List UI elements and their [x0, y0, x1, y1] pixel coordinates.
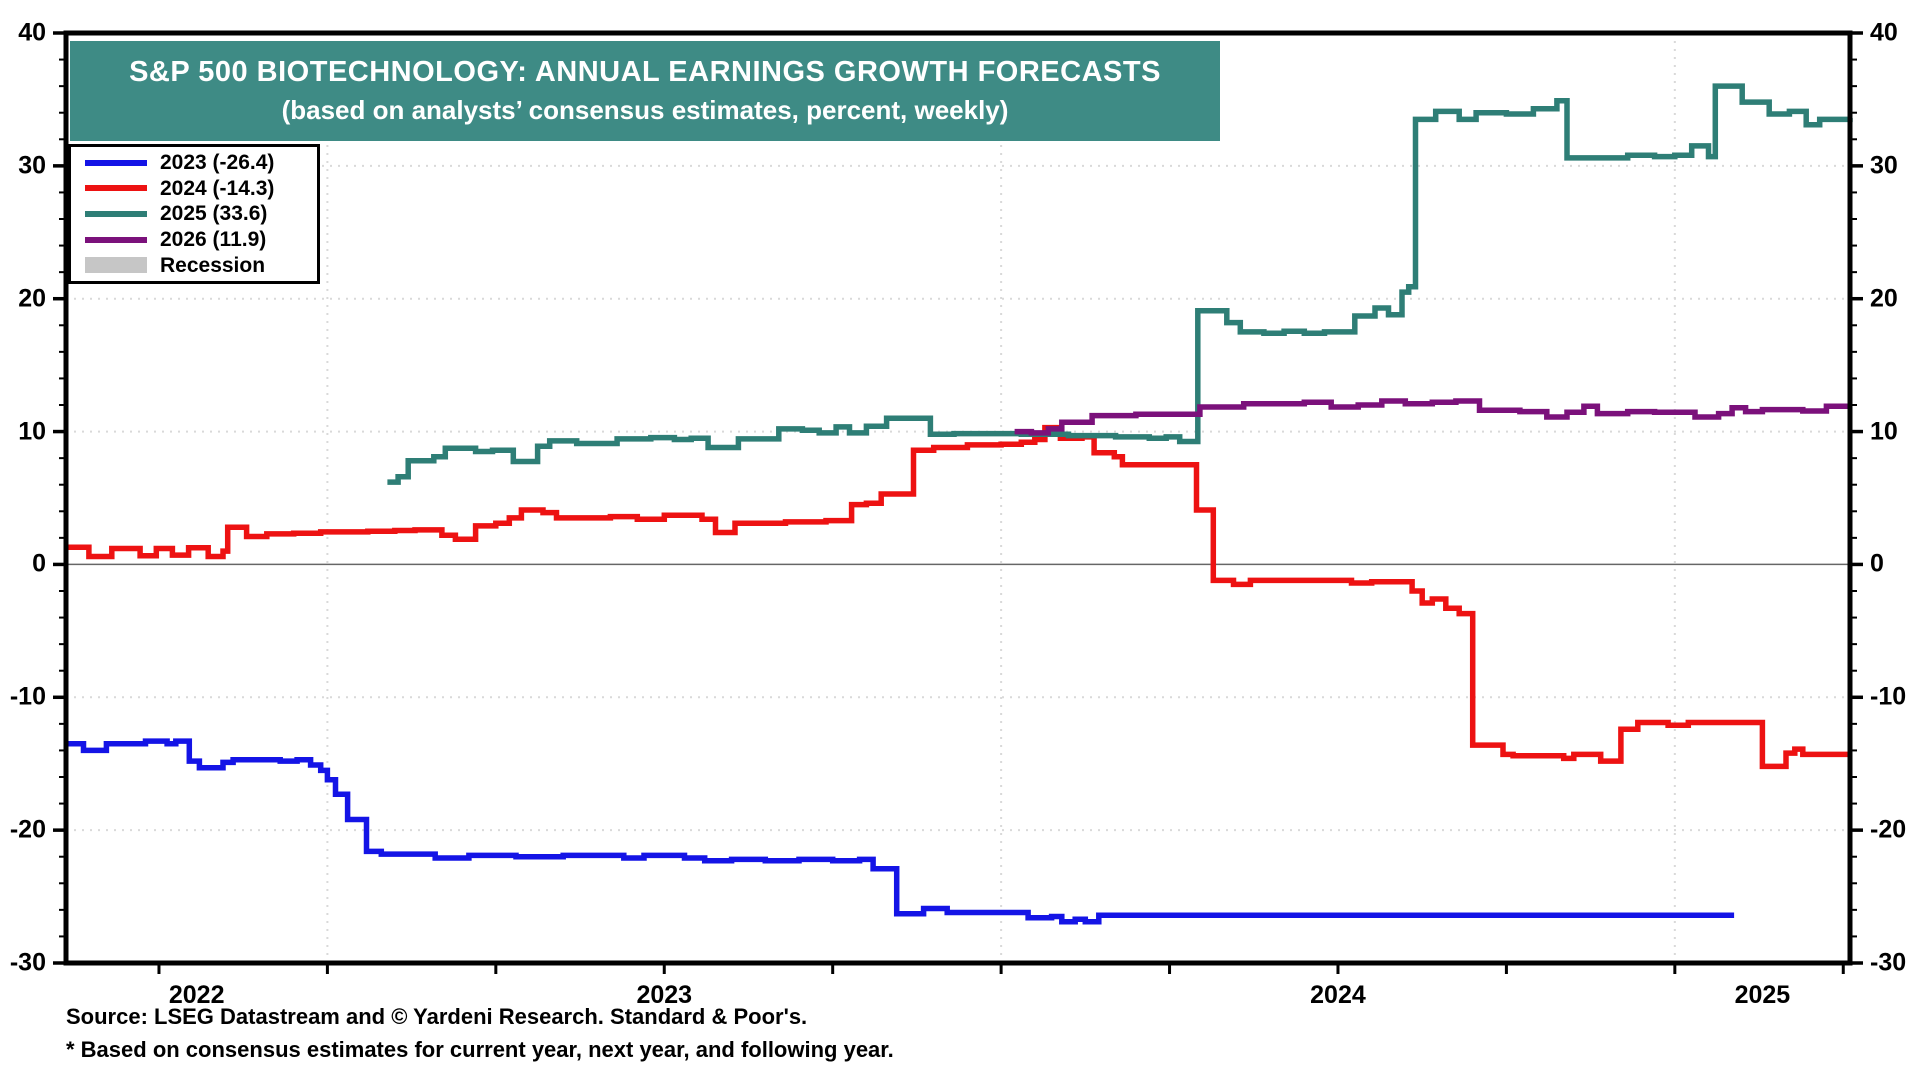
y-axis-label-right: 20 [1870, 284, 1898, 313]
series-line-2026 [1014, 398, 1850, 436]
legend-row-1: 2023 (-26.4) [85, 151, 317, 175]
y-axis-label-left: 30 [18, 151, 46, 180]
y-axis-label-right: 30 [1870, 151, 1898, 180]
legend-row-4: 2026 (11.9) [85, 228, 317, 252]
x-axis-label-2025: 2025 [1734, 981, 1791, 1009]
legend-label: 2026 (11.9) [160, 228, 267, 252]
y-axis-label-right: -30 [1870, 948, 1907, 977]
y-axis-label-right: -20 [1870, 815, 1907, 844]
legend-row-2: 2024 (-14.3) [85, 176, 317, 200]
series-line-2024 [66, 424, 1850, 770]
legend-box: 2023 (-26.4) 2024 (-14.3) 2025 (33.6) 2026 … [68, 144, 320, 284]
legend-swatch-teal [85, 210, 147, 217]
legend-row-3: 2025 (33.6) [85, 202, 317, 226]
y-axis-label-right: 0 [1870, 549, 1884, 578]
y-axis-label-left: -30 [9, 948, 46, 977]
y-axis-label-left: 10 [18, 417, 46, 446]
series-line-2025 [387, 83, 1853, 485]
legend-label: 2024 (-14.3) [160, 176, 275, 200]
x-axis-label-2023: 2023 [636, 981, 693, 1009]
legend-label: 2025 (33.6) [160, 202, 268, 226]
y-axis-label-right: -10 [1870, 682, 1907, 711]
x-axis-label-2024: 2024 [1310, 981, 1366, 1009]
series-line-2023 [66, 738, 1735, 925]
chart-subtitle: (based on analysts’ consensus estimates,… [281, 95, 1009, 125]
footnote-text: * Based on consensus estimates for curre… [66, 1037, 894, 1062]
legend-swatch-purple [85, 236, 147, 243]
legend-row-5: Recession [85, 253, 317, 277]
chart-title: S&P 500 BIOTECHNOLOGY: ANNUAL EARNINGS G… [129, 56, 1161, 88]
legend-swatch-blue [85, 159, 147, 166]
y-axis-label-left: 20 [18, 284, 46, 313]
legend-label: 2023 (-26.4) [160, 151, 275, 175]
title-banner: S&P 500 BIOTECHNOLOGY: ANNUAL EARNINGS G… [70, 41, 1220, 141]
y-axis-label-right: 10 [1870, 417, 1898, 446]
y-axis-label-left: 0 [32, 549, 46, 578]
source-text: Source: LSEG Datastream and © Yardeni Re… [66, 1004, 808, 1029]
y-axis-label-left: -10 [9, 682, 46, 711]
y-axis-label-right: 40 [1870, 18, 1898, 47]
x-axis-label-2022: 2022 [168, 981, 225, 1009]
plot-frame [63, 30, 1853, 966]
legend-label: Recession [160, 253, 266, 277]
legend-swatch-recession_gray [85, 257, 147, 274]
y-axis-label-left: -20 [9, 815, 46, 844]
legend-swatch-red [85, 185, 147, 192]
y-axis-label-left: 40 [18, 18, 46, 47]
